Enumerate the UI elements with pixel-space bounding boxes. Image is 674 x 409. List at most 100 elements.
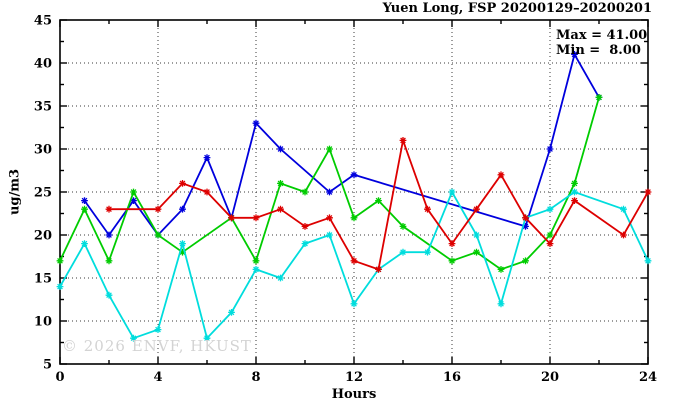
- series-cyan-marker: [424, 248, 431, 256]
- series-red-marker: [350, 257, 358, 265]
- stats-annotation: Max = 41.00 Min = 8.00: [556, 28, 647, 58]
- series-blue-marker: [179, 205, 186, 213]
- series-blue-marker: [105, 231, 113, 239]
- series-blue-marker: [522, 223, 529, 230]
- series-cyan-marker: [81, 240, 88, 247]
- svg-text:12: 12: [345, 370, 363, 385]
- series-red-marker: [301, 223, 309, 230]
- svg-text:25: 25: [34, 186, 52, 201]
- series-cyan-marker: [546, 205, 554, 213]
- series-green-marker: [546, 231, 554, 239]
- series-cyan-marker: [56, 283, 64, 290]
- series-green-marker: [105, 257, 113, 265]
- series-red-marker: [228, 214, 235, 222]
- series-red-marker: [571, 197, 578, 204]
- svg-text:20: 20: [541, 370, 559, 385]
- series-cyan-marker: [228, 309, 235, 316]
- series-green-marker: [497, 266, 505, 273]
- series-green-marker: [350, 214, 358, 222]
- series-blue-marker: [350, 171, 358, 179]
- series-cyan-marker: [399, 248, 407, 256]
- svg-text:40: 40: [34, 57, 52, 72]
- series-cyan-marker: [473, 231, 480, 239]
- svg-text:20: 20: [34, 229, 52, 244]
- series-cyan-marker: [277, 274, 284, 282]
- series-blue-marker: [130, 197, 137, 204]
- svg-text:8: 8: [251, 370, 260, 385]
- series-cyan-marker: [497, 300, 505, 308]
- series-green-marker: [326, 145, 333, 153]
- series-blue-marker: [277, 145, 284, 153]
- series-cyan-marker: [571, 188, 578, 196]
- series-green-marker: [522, 257, 529, 265]
- series-green-marker: [571, 180, 578, 187]
- series-red-marker: [203, 188, 211, 196]
- series-cyan-marker: [350, 300, 358, 308]
- series-red-marker: [546, 240, 554, 247]
- series-green-marker: [595, 94, 603, 101]
- x-axis-label: Hours: [331, 387, 377, 402]
- series-red-marker: [105, 205, 113, 213]
- series-cyan-marker: [448, 188, 456, 196]
- series-red-marker: [179, 180, 186, 187]
- series-blue-marker: [546, 145, 554, 153]
- svg-text:45: 45: [34, 14, 52, 29]
- series-cyan-marker: [105, 291, 113, 299]
- series-blue-line: [83, 52, 600, 237]
- series-green-marker: [301, 188, 309, 196]
- series-green-marker: [130, 188, 137, 196]
- series-cyan-marker: [203, 334, 211, 342]
- series-red-marker: [644, 188, 652, 196]
- svg-text:30: 30: [34, 143, 52, 158]
- series-red-marker: [375, 266, 382, 273]
- series-red-marker: [399, 137, 407, 144]
- svg-text:16: 16: [443, 370, 461, 385]
- series-red-line: [109, 136, 649, 271]
- series-red-marker: [448, 240, 456, 247]
- series-cyan-line: [59, 189, 649, 340]
- svg-text:35: 35: [34, 100, 52, 115]
- series-green-marker: [399, 223, 407, 230]
- series-red-marker: [424, 205, 431, 213]
- series-green-marker: [277, 180, 284, 187]
- min-value-label: Min = 8.00: [556, 43, 641, 58]
- series-red-marker: [473, 205, 480, 213]
- series-cyan-marker: [644, 257, 652, 265]
- series-blue-marker: [203, 154, 211, 161]
- series-blue-marker: [252, 119, 260, 127]
- series-cyan-marker: [179, 240, 186, 247]
- series-blue-marker: [571, 51, 578, 58]
- svg-text:0: 0: [55, 370, 64, 385]
- svg-text:4: 4: [153, 370, 162, 385]
- series-cyan-marker: [620, 205, 627, 213]
- series-green-marker: [81, 205, 88, 213]
- series-red-marker: [277, 205, 284, 213]
- max-value-label: Max = 41.00: [556, 28, 648, 43]
- series-red-marker: [522, 214, 529, 222]
- series-red-marker: [154, 205, 162, 213]
- series-blue-marker: [326, 188, 333, 196]
- series-green-marker: [179, 248, 186, 256]
- series-red-marker: [326, 214, 333, 222]
- series-red-marker: [252, 214, 260, 222]
- watermark: © 2026 ENVF, HKUST: [62, 337, 252, 355]
- chart-title: Yuen Long, FSP 20200129–20200201: [382, 1, 652, 16]
- svg-text:15: 15: [34, 272, 52, 287]
- series-cyan-marker: [252, 266, 260, 273]
- y-axis-label: ug/m3: [7, 168, 23, 216]
- series-green-marker: [252, 257, 260, 265]
- series-green-marker: [56, 257, 64, 265]
- series-green-marker: [473, 248, 480, 256]
- series-red-marker: [497, 171, 505, 179]
- svg-text:5: 5: [43, 358, 52, 373]
- series-red-marker: [620, 231, 627, 239]
- series-cyan-marker: [130, 334, 137, 342]
- series-green-marker: [154, 231, 162, 239]
- series-blue-marker: [81, 197, 88, 204]
- svg-text:24: 24: [639, 370, 657, 385]
- series-green-marker: [375, 197, 382, 204]
- series-green-marker: [448, 257, 456, 265]
- series-cyan-marker: [326, 231, 333, 239]
